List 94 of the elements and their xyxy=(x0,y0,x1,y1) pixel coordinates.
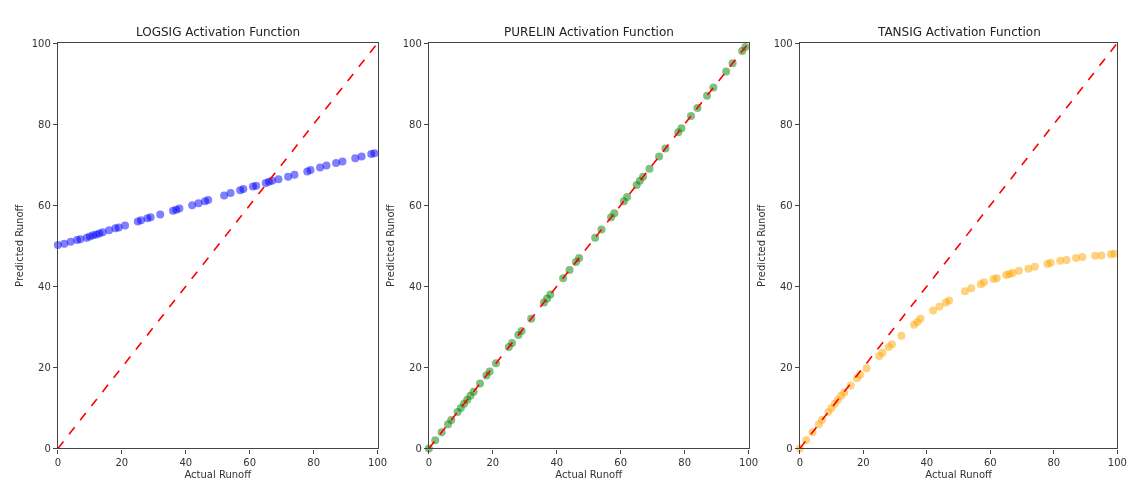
x-axis-title: Actual Runoff xyxy=(555,469,624,481)
point xyxy=(862,364,871,373)
y-tick-label: 80 xyxy=(38,118,51,130)
y-tick-label: 100 xyxy=(402,37,422,49)
x-tick-label: 40 xyxy=(550,456,564,468)
y-axis-title: Predicted Runoff xyxy=(755,203,767,287)
point xyxy=(1014,266,1023,275)
y-tick-label: 60 xyxy=(409,199,422,211)
x-tick-label: 100 xyxy=(1107,456,1127,468)
x-axis-title: Actual Runoff xyxy=(925,469,994,481)
point xyxy=(1062,255,1071,264)
y-tick-label: 0 xyxy=(786,442,793,454)
y-tick-label: 20 xyxy=(409,361,422,373)
point xyxy=(274,175,283,184)
point xyxy=(332,159,341,168)
x-tick-label: 80 xyxy=(1047,456,1061,468)
point xyxy=(878,348,887,357)
point xyxy=(1030,262,1039,271)
point xyxy=(156,210,165,219)
point xyxy=(960,287,969,296)
point xyxy=(677,124,686,133)
point xyxy=(194,199,203,208)
point xyxy=(105,226,114,235)
point xyxy=(1097,251,1106,260)
point xyxy=(645,164,654,173)
point xyxy=(897,331,906,340)
chart-title: LOGSIG Activation Function xyxy=(136,25,301,39)
point xyxy=(1024,264,1033,273)
point xyxy=(357,152,366,161)
y-tick-label: 0 xyxy=(44,442,51,454)
point xyxy=(610,209,619,218)
point xyxy=(284,172,293,181)
y-axis-title: Predicted Runoff xyxy=(13,203,25,287)
y-tick-label: 60 xyxy=(779,199,793,211)
chart-title: PURELIN Activation Function xyxy=(504,25,674,39)
x-tick-label: 100 xyxy=(368,456,388,468)
point xyxy=(623,193,632,202)
y-tick-label: 80 xyxy=(409,118,422,130)
x-tick-label: 0 xyxy=(796,456,804,468)
y-tick-label: 0 xyxy=(415,442,422,454)
point xyxy=(1110,249,1119,258)
y-tick-label: 20 xyxy=(779,361,793,373)
point xyxy=(591,233,600,242)
x-tick-label: 60 xyxy=(983,456,997,468)
point xyxy=(338,157,347,166)
x-tick-label: 80 xyxy=(307,456,321,468)
x-tick-label: 40 xyxy=(179,456,193,468)
point xyxy=(546,290,555,299)
point xyxy=(316,163,325,172)
point xyxy=(1091,251,1100,260)
point xyxy=(188,201,197,210)
point xyxy=(967,284,976,293)
x-tick-label: 60 xyxy=(614,456,628,468)
point xyxy=(703,91,712,100)
point xyxy=(1056,256,1065,265)
y-tick-label: 40 xyxy=(38,280,51,292)
point xyxy=(290,170,299,179)
point xyxy=(204,195,213,204)
point xyxy=(722,67,731,76)
point xyxy=(351,154,360,163)
y-tick-label: 60 xyxy=(38,199,51,211)
x-tick-label: 0 xyxy=(425,456,433,468)
y-tick-label: 40 xyxy=(779,280,793,292)
point xyxy=(60,239,69,248)
point xyxy=(121,221,130,230)
point xyxy=(1078,253,1087,262)
x-axis-title: Actual Runoff xyxy=(184,469,253,481)
chart-title: TANSIG Activation Function xyxy=(877,25,1041,39)
point xyxy=(945,296,954,305)
point xyxy=(137,216,146,225)
x-tick-label: 20 xyxy=(115,456,129,468)
x-tick-label: 100 xyxy=(739,456,759,468)
x-tick-label: 0 xyxy=(54,456,62,468)
point xyxy=(565,266,574,275)
x-tick-label: 60 xyxy=(243,456,257,468)
y-tick-label: 80 xyxy=(779,118,793,130)
y-tick-label: 40 xyxy=(409,280,422,292)
y-tick-label: 100 xyxy=(773,37,793,49)
point xyxy=(226,189,235,198)
y-tick-label: 20 xyxy=(38,361,51,373)
point xyxy=(66,237,75,246)
y-tick-label: 100 xyxy=(31,37,51,49)
point xyxy=(935,302,944,311)
point xyxy=(1072,253,1081,262)
point xyxy=(252,181,261,190)
x-tick-label: 80 xyxy=(678,456,691,468)
x-tick-label: 40 xyxy=(920,456,934,468)
point xyxy=(220,191,229,200)
x-tick-label: 20 xyxy=(856,456,870,468)
point xyxy=(655,152,664,161)
x-tick-label: 20 xyxy=(486,456,500,468)
y-axis-title: Predicted Runoff xyxy=(384,203,396,287)
point xyxy=(322,161,331,170)
point xyxy=(929,306,938,315)
